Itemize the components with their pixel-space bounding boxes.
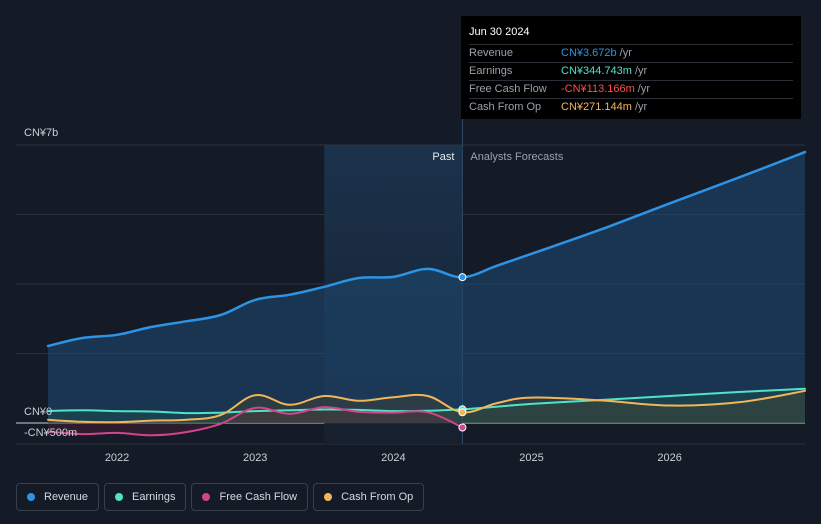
y-label-top: CN¥7b <box>24 127 58 139</box>
marker-free-cash-flow <box>458 423 467 432</box>
tooltip-panel: Jun 30 2024 Revenue CN¥3.672b/yr Earnings C… <box>461 16 801 119</box>
x-tick-label: 2025 <box>519 452 543 464</box>
axis-labels: CN¥7b CN¥0 -CN¥500m Past Analysts Forecasts 2… <box>24 127 682 464</box>
line-revenue <box>46 150 807 348</box>
marker-cash-from-op <box>458 408 467 417</box>
tooltip-row-revenue: Revenue CN¥3.672b/yr <box>469 44 793 62</box>
tooltip-row-free-cash-flow: Free Cash Flow -CN¥113.166m/yr <box>469 80 793 98</box>
tooltip-row-label: Free Cash Flow <box>469 83 547 95</box>
past-label: Past <box>432 151 454 163</box>
tooltip-row-value: CN¥344.743m <box>561 65 632 77</box>
line-earnings <box>47 387 806 415</box>
legend-dot-icon <box>115 493 124 501</box>
area-free-cash-flow <box>48 407 463 436</box>
tooltip-row-label: Revenue <box>469 47 514 59</box>
tooltip-row-value: CN¥3.672b <box>561 47 617 59</box>
x-tick-label: 2024 <box>381 452 405 464</box>
legend-item-earnings[interactable]: Earnings <box>104 483 187 511</box>
line-free-cash-flow <box>47 406 464 437</box>
legend: Revenue Earnings Free Cash Flow Cash From O… <box>16 483 425 511</box>
series-lines <box>46 150 807 437</box>
legend-item-free-cash-flow[interactable]: Free Cash Flow <box>191 483 309 511</box>
x-tick-label: 2022 <box>105 452 129 464</box>
current-markers <box>458 273 467 432</box>
tooltip-row-unit: /yr <box>634 65 648 77</box>
x-tick-label: 2026 <box>657 452 681 464</box>
tooltip-row-unit: /yr <box>634 101 648 113</box>
legend-label: Earnings <box>132 491 176 503</box>
legend-item-cash-from-op[interactable]: Cash From Op <box>313 483 425 511</box>
y-label-zero: CN¥0 <box>24 406 52 418</box>
tooltip-date: Jun 30 2024 <box>469 26 530 38</box>
marker-revenue <box>458 273 467 282</box>
legend-dot-icon <box>324 493 333 501</box>
tooltip-row-label: Earnings <box>469 65 513 77</box>
x-tick-label: 2023 <box>243 452 267 464</box>
forecast-label: Analysts Forecasts <box>470 151 563 163</box>
legend-label: Cash From Op <box>341 491 414 503</box>
legend-dot-icon <box>202 493 211 501</box>
area-revenue <box>48 152 805 423</box>
tooltip-row-value: -CN¥113.166m <box>561 83 635 95</box>
tooltip-row-label: Cash From Op <box>469 101 542 113</box>
legend-dot-icon <box>27 493 35 501</box>
legend-label: Revenue <box>44 491 89 503</box>
legend-label: Free Cash Flow <box>219 491 298 503</box>
line-cash-from-op <box>47 389 806 424</box>
tooltip-row-unit: /yr <box>637 83 651 95</box>
tooltip-row-unit: /yr <box>619 47 632 59</box>
legend-item-revenue[interactable]: Revenue <box>16 483 100 511</box>
y-label-bottom: -CN¥500m <box>24 427 77 439</box>
tooltip-row-value: CN¥271.144m <box>561 101 632 113</box>
tooltip-row-earnings: Earnings CN¥344.743m/yr <box>469 62 793 80</box>
tooltip-row-cash-from-op: Cash From Op CN¥271.144m/yr <box>469 98 793 116</box>
